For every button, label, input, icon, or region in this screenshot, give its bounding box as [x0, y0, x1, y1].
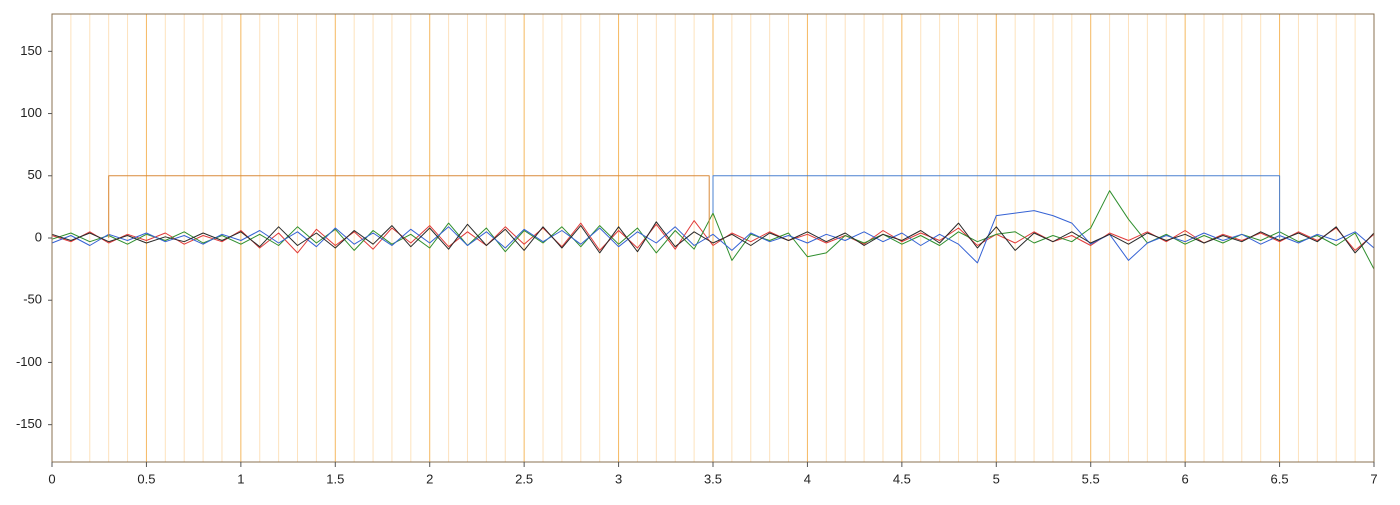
x-tick-label: 1.5: [326, 471, 344, 486]
x-tick-label: 0: [48, 471, 55, 486]
x-tick-label: 7: [1370, 471, 1377, 486]
y-tick-label: -50: [23, 292, 42, 307]
x-tick-label: 6: [1182, 471, 1189, 486]
x-tick-label: 3.5: [704, 471, 722, 486]
y-tick-label: 0: [35, 229, 42, 244]
x-tick-label: 4: [804, 471, 811, 486]
y-tick-label: 100: [20, 105, 42, 120]
x-tick-label: 2.5: [515, 471, 533, 486]
y-tick-label: -150: [16, 416, 42, 431]
series-line: [108, 175, 710, 238]
lines: [51, 175, 1375, 270]
series-line: [51, 210, 1375, 264]
x-tick-label: 2: [426, 471, 433, 486]
x-tick-label: 0.5: [137, 471, 155, 486]
x-tick-label: 3: [615, 471, 622, 486]
series-line: [51, 221, 1375, 254]
x-tick-label: 5: [993, 471, 1000, 486]
series-line: [712, 175, 1281, 238]
y-tick-label: 150: [20, 43, 42, 58]
x-tick-label: 1: [237, 471, 244, 486]
y-tick-label: -100: [16, 354, 42, 369]
grid: [51, 14, 1375, 462]
x-tick-label: 4.5: [893, 471, 911, 486]
y-tick-label: 50: [28, 167, 42, 182]
x-tick-label: 6.5: [1271, 471, 1289, 486]
x-tick-label: 5.5: [1082, 471, 1100, 486]
